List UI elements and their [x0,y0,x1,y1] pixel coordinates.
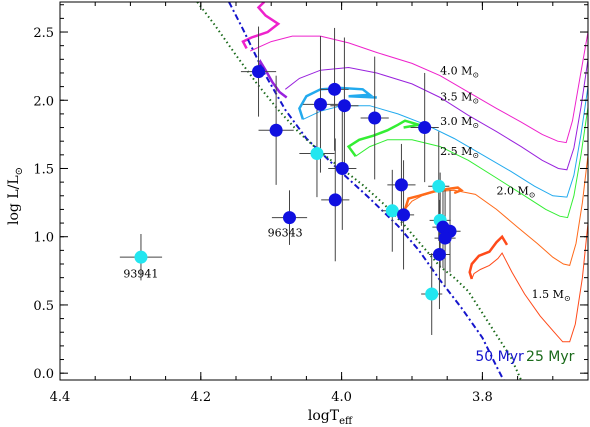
star-point [425,287,439,301]
star-point [310,146,324,160]
star-points [134,65,457,301]
y-tick-label: 0.0 [33,367,54,382]
track-1.5-msun [471,223,588,343]
star-point [438,231,452,245]
track-2.0-msun [404,154,588,266]
star-point [283,211,297,225]
star-point [337,99,351,113]
axes: 4.4 4.2 4.0 3.8 0.0 0.5 1.0 1.5 2.0 2.5 [33,2,589,405]
track-label: 4.0 M⊙ [440,64,479,79]
track-label-sun: ⊙ [472,96,479,105]
x-tick-label: 3.8 [472,390,493,405]
track-label-sun: ⊙ [472,121,479,130]
y-tick-label: 1.5 [33,162,54,177]
track-label-sun: ⊙ [564,294,571,303]
star-id-label: 96343 [268,227,303,240]
x-axis-label-sub: eff [339,416,353,427]
track-label-sun: ⊙ [529,190,536,199]
isochrones [196,2,523,380]
track-label-text: 3.0 M [440,115,472,128]
y-axis-label: log L/L⊙ [6,167,25,225]
x-tick-label: 4.0 [331,390,352,405]
track-label: 2.5 M⊙ [440,145,479,160]
star-point [134,250,148,264]
track-label-text: 2.5 M [440,145,472,158]
star-id-label: 93941 [123,268,158,281]
track-label: 3.0 M⊙ [440,115,479,130]
track-labels: 1.5 M⊙2.0 M⊙2.5 M⊙3.0 M⊙3.5 M⊙4.0 M⊙ [440,64,570,303]
track-loop [241,2,281,49]
x-tick-label: 4.2 [190,390,211,405]
star-point [335,161,349,175]
x-tick-label: 4.4 [50,390,71,405]
track-label-sun: ⊙ [472,70,479,79]
star-point [397,208,411,222]
track-loop [346,119,420,157]
track-label-text: 3.5 M [440,90,472,103]
isochrone-label: 50 Myr [475,349,524,365]
x-axis-label-main: logT [308,408,340,424]
star-point [394,178,408,192]
track-label-text: 2.0 M [496,184,528,197]
track-loop [468,234,509,280]
isochrone-labels: 50 Myr 25 Myr [475,349,574,365]
error-bars [119,26,461,335]
x-axis-label: logTeff [308,408,353,427]
y-tick-label: 0.5 [33,299,54,314]
track-loop [298,86,377,120]
isochrone-line [196,2,523,380]
y-tick-label: 2.0 [33,94,54,109]
star-point [313,97,327,111]
track-label: 2.0 M⊙ [496,184,535,199]
y-tick-label: 1.0 [33,231,54,246]
plot-frame [59,1,589,381]
star-point [328,193,342,207]
track-label: 3.5 M⊙ [440,90,479,105]
star-point [432,247,446,261]
track-label-text: 4.0 M [440,64,472,77]
star-point [328,82,342,96]
star-annotations: 96343 93941 [123,227,302,281]
track-2.5-msun [355,107,588,219]
star-point [432,179,446,193]
track-label-text: 1.5 M [532,288,564,301]
y-axis-label-sun: ⊙ [14,167,25,175]
star-point [385,204,399,218]
y-tick-label: 2.5 [33,26,54,41]
star-point [269,123,283,137]
track-label: 1.5 M⊙ [532,288,571,303]
star-point [252,65,266,79]
star-point [368,111,382,125]
track-label-sun: ⊙ [472,151,479,160]
track-loop [255,59,288,99]
y-axis-label-main: log L/L [6,175,22,225]
isochrone-label: 25 Myr [526,349,575,365]
star-point [418,121,432,135]
track-4.0-msun [249,31,588,144]
isochrone-line [228,2,505,380]
